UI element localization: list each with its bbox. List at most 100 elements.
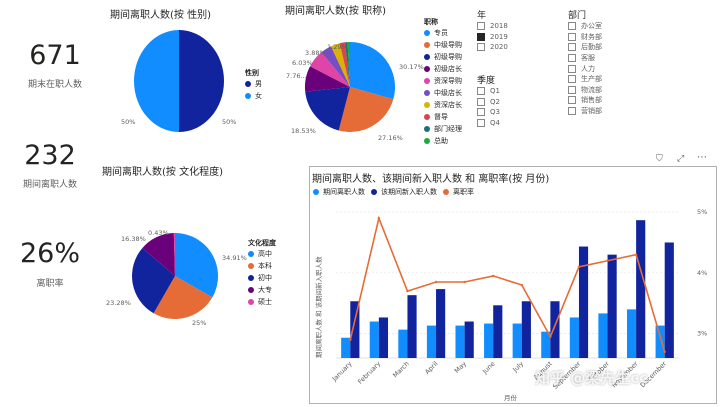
title-legend-item[interactable]: 总助 [424,135,462,147]
dept-option[interactable]: 财务部 [568,32,602,43]
title-legend-item[interactable]: 资深导购 [424,75,462,87]
title-legend-item[interactable]: 部门经理 [424,123,462,135]
title-pct-g: 1.29% [327,43,348,51]
title-pct-d: 7.76... [286,72,307,80]
edu-legend-item[interactable]: 初中 [248,272,276,284]
focus-mode-icon[interactable]: ⤢ [677,154,685,164]
title-legend-item[interactable]: 督导 [424,111,462,123]
dept-option[interactable]: 人力 [568,63,602,74]
gender-legend-male[interactable]: 男 [245,78,262,90]
point-turnover-rate [606,259,609,262]
quarter-option[interactable]: Q1 [477,86,500,97]
point-turnover-rate [349,338,352,341]
point-turnover-rate [492,274,495,278]
title-slice-dept-manager [345,42,350,87]
title-legend-item[interactable]: 初级店长 [424,63,462,75]
year-slicer: 年 2018 2019 2020 [477,8,508,53]
x-tick-label: February [356,360,382,386]
point-turnover-rate [634,253,638,256]
point-turnover-rate [577,265,581,268]
title-pct-a: 30.17% [399,63,424,71]
edu-pie[interactable] [130,233,220,323]
y2-tick-label: 5% [697,208,707,216]
edu-legend-item[interactable]: 硕士 [248,296,276,308]
kpi-headcount-label: 期末在职人数 [27,80,82,90]
combo-chart-frame[interactable] [309,166,717,404]
combo-legend-rate[interactable]: 离职率 [443,186,474,198]
quarter-option[interactable]: Q2 [477,97,500,108]
bar-hires [407,295,417,358]
watermark: 知乎 @梁先生cc [535,369,649,387]
title-slice-mid-guide [338,87,394,132]
title-pct-e: 6.03% [292,59,313,67]
dept-option[interactable]: 后勤部 [568,42,602,53]
title-pie[interactable] [300,40,410,150]
bar-leavers [369,321,379,358]
point-turnover-rate [434,280,438,284]
bar-hires [493,305,503,358]
title-pct-f: 3.88% [305,49,326,57]
bar-leavers [484,323,494,358]
dept-slicer: 部门 办公室 财务部 后勤部 客服 人力 生产部 物流部 销售部 营销部 [568,8,602,116]
more-options-icon[interactable]: ⋯ [697,152,707,163]
edu-pct-d: 16.38% [121,235,146,243]
x-tick-label: January [330,360,354,384]
year-option[interactable]: 2018 [477,21,508,32]
bar-hires [550,301,560,358]
title-legend-item[interactable]: 专员 [424,27,462,39]
title-legend-item[interactable]: 初级导购 [424,51,462,63]
dept-option[interactable]: 营销部 [568,106,602,117]
dept-option[interactable]: 销售部 [568,95,602,106]
year-option[interactable]: 2020 [477,42,508,53]
title-chart-title: 期间离职人数(按 职称) [285,6,386,17]
gender-pie[interactable] [130,25,230,135]
combo-chart[interactable]: 期间离职人数 和 该期间新入职人数 5% 4% 3% January February M… [309,198,717,404]
edu-slice-highschool [175,233,219,298]
title-slice-senior-manager [331,43,350,87]
edu-legend-item[interactable]: 高中 [248,248,276,260]
combo-xlabel: 月份 [504,393,518,402]
edu-pct-b: 25% [192,319,207,327]
gender-legend-female[interactable]: 女 [245,90,262,102]
y2-tick-label: 4% [697,269,707,277]
quarter-option[interactable]: Q3 [477,107,500,118]
kpi-turnover-value: 26% [19,238,80,269]
kpi-turnover-label: 离职率 [36,279,64,289]
edu-legend-item[interactable]: 本科 [248,260,276,272]
title-slice-specialist [350,42,396,100]
point-turnover-rate [406,289,409,293]
edu-legend-item[interactable]: 大专 [248,284,276,296]
title-slice-junior-manager [304,66,350,92]
edu-pct-a: 34.91% [222,254,247,262]
dept-option[interactable]: 客服 [568,53,602,64]
dept-option[interactable]: 物流部 [568,85,602,96]
gender-slice-female [134,30,179,132]
dept-option[interactable]: 办公室 [568,21,602,32]
combo-legend-hires[interactable]: 该期间新入职人数 [371,186,437,198]
combo-legend-leavers[interactable]: 期间离职人数 [313,186,365,198]
edu-pct-e: 0.43% [148,229,169,237]
title-legend-item[interactable]: 资深店长 [424,99,462,111]
kpi-leavers-label: 期间离职人数 [22,180,77,190]
edu-chart-title: 期间离职人数(按 文化程度) [102,167,223,178]
title-slice-senior-guide [310,52,350,87]
title-legend-item[interactable]: 中级店长 [424,87,462,99]
bar-leavers [398,329,408,358]
title-legend: 职称 专员 中级导购 初级导购 初级店长 资深导购 中级店长 资深店长 督导 部… [424,17,462,147]
kpi-headcount-value: 671 [29,40,81,71]
dept-slicer-title: 部门 [568,11,587,21]
edu-slice-middleschool [132,248,175,314]
year-option[interactable]: 2019 [477,32,508,43]
gender-legend: 性别 男 女 [245,68,262,102]
quarter-slicer: 季度 Q1 Q2 Q3 Q4 [477,73,500,128]
bar-hires [636,220,646,358]
filter-icon[interactable]: ⛉ [656,154,663,164]
title-legend-item[interactable]: 中级导购 [424,39,462,51]
gender-legend-title: 性别 [245,69,259,77]
line-turnover-rate [349,215,666,353]
dept-option[interactable]: 生产部 [568,74,602,85]
kpi-leavers-value: 232 [24,140,76,171]
bar-hires [578,246,589,358]
bar-hires [378,317,389,358]
quarter-option[interactable]: Q4 [477,118,500,129]
